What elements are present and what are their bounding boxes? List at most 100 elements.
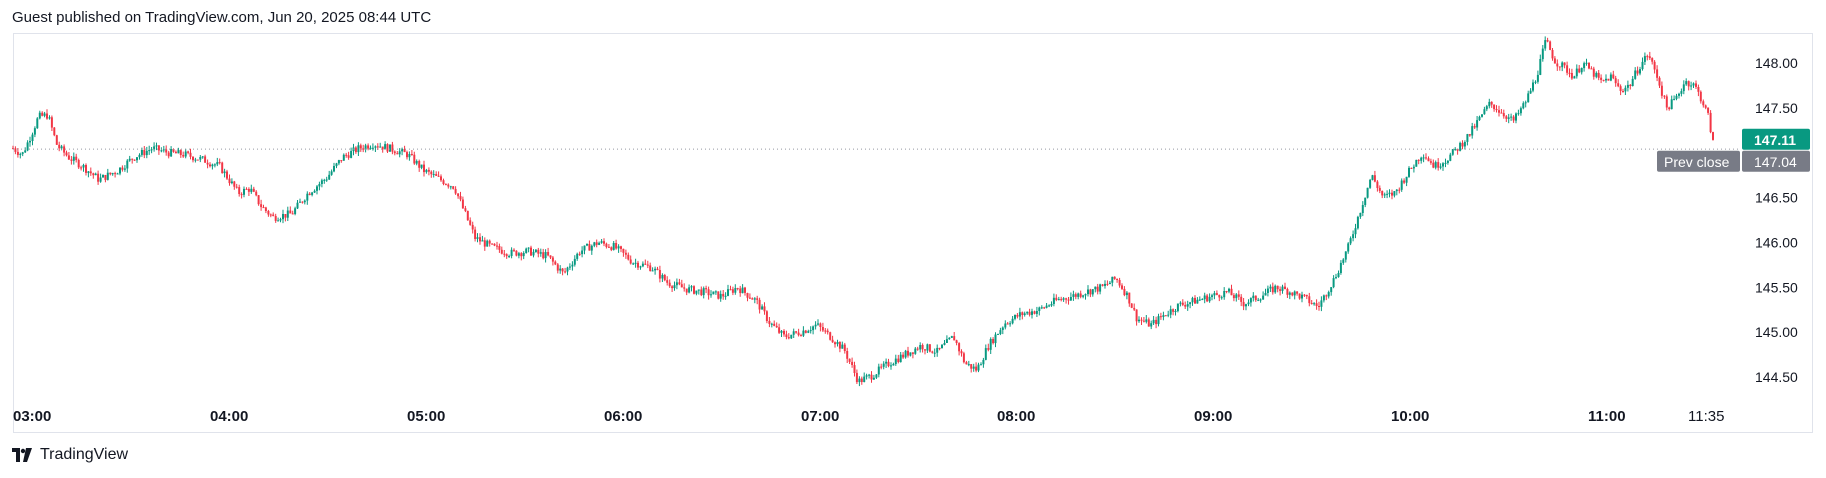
chart-frame[interactable] [13, 33, 1813, 433]
candle-body [401, 149, 404, 152]
candle-body [1230, 288, 1233, 296]
candle-body [1415, 159, 1418, 167]
candle-body [924, 349, 926, 351]
candle-body [1476, 120, 1479, 128]
candle-body [1291, 292, 1294, 296]
candle-body [1172, 309, 1175, 312]
candle-body [953, 336, 956, 341]
candle-body [637, 262, 639, 268]
tradingview-brand[interactable]: TradingView [12, 446, 128, 464]
candle-body [846, 351, 849, 359]
candle-body [877, 366, 880, 375]
candle-body [359, 145, 362, 149]
candle-body [717, 291, 720, 299]
candle-body [1225, 291, 1228, 292]
candle-body [138, 154, 141, 158]
candle-body [67, 155, 70, 160]
candle-body [1354, 228, 1357, 235]
candle-body [858, 378, 861, 383]
candle-body [1493, 104, 1496, 110]
candle-body [987, 348, 990, 350]
candle-body [1583, 63, 1586, 69]
candle-body [992, 339, 995, 344]
candle-body [347, 155, 350, 158]
candle-body [678, 282, 681, 285]
candle-body [865, 375, 868, 377]
candle-body [1391, 192, 1393, 196]
candle-body [1697, 87, 1700, 92]
candle-body [1605, 78, 1607, 81]
candle-body [1050, 304, 1053, 306]
candle-body [663, 275, 666, 281]
candle-body [666, 280, 669, 283]
candle-body [1682, 84, 1685, 92]
candle-body [581, 250, 584, 255]
candle-body [367, 145, 370, 149]
candle-body [145, 150, 148, 156]
candle-body [542, 252, 545, 259]
candle-body [517, 253, 520, 256]
candle-body [1600, 77, 1603, 80]
candle-body [1108, 282, 1111, 285]
candle-body [1575, 68, 1578, 77]
candle-body [1335, 277, 1337, 279]
candle-body [977, 364, 980, 371]
candle-body [1191, 297, 1194, 303]
candle-body [1001, 327, 1004, 330]
candle-body [306, 193, 309, 201]
candle-body [1198, 299, 1201, 301]
candle-body [1461, 142, 1464, 147]
candle-body [746, 293, 749, 298]
candle-body [243, 188, 245, 195]
candle-body [700, 289, 703, 296]
candle-body [1259, 299, 1262, 301]
candle-body [21, 152, 24, 154]
candle-body [1135, 309, 1138, 322]
candle-body [1252, 295, 1255, 299]
candle-body [328, 174, 331, 180]
candle-body [654, 268, 657, 271]
candle-body [1332, 278, 1335, 288]
candle-body [36, 118, 39, 129]
candle-body [41, 112, 44, 116]
candle-body [989, 339, 992, 350]
candle-body [1116, 279, 1119, 280]
candle-body [350, 151, 353, 158]
candle-body [795, 331, 798, 333]
candle-body [250, 188, 253, 192]
candle-body [1570, 73, 1573, 79]
price-chart[interactable]: 144.50 145.00 145.50 146.00 146.50 147.50 148.… [0, 0, 1826, 440]
candle-body [406, 152, 408, 158]
candle-body [1665, 96, 1668, 108]
candle-body [1228, 288, 1230, 292]
candle-body [384, 144, 387, 150]
candle-body [1624, 87, 1627, 92]
candle-body [756, 298, 759, 300]
candle-body [768, 320, 771, 324]
candle-body [761, 306, 764, 310]
candle-body [1546, 40, 1549, 42]
candle-body [1403, 180, 1406, 183]
candle-body [1607, 78, 1610, 81]
candle-body [187, 151, 190, 153]
candle-body [671, 286, 674, 289]
candle-body [226, 171, 228, 179]
candle-body [758, 299, 761, 310]
candle-body [1079, 293, 1082, 297]
candle-body [751, 298, 754, 300]
candle-body [661, 275, 664, 279]
candle-body [1121, 285, 1123, 289]
candle-body [99, 177, 102, 182]
candle-body [19, 153, 22, 155]
candle-body [1203, 295, 1206, 300]
candle-body [911, 352, 914, 354]
candle-body [255, 191, 258, 196]
last-price-tag: 147.11 [1742, 128, 1810, 150]
candle-body [1553, 58, 1556, 64]
candle-body [1235, 294, 1238, 299]
candle-body [342, 154, 345, 161]
candle-body [564, 271, 567, 273]
candle-body [1359, 212, 1362, 217]
candle-body [765, 311, 768, 321]
candle-body [1014, 315, 1016, 319]
